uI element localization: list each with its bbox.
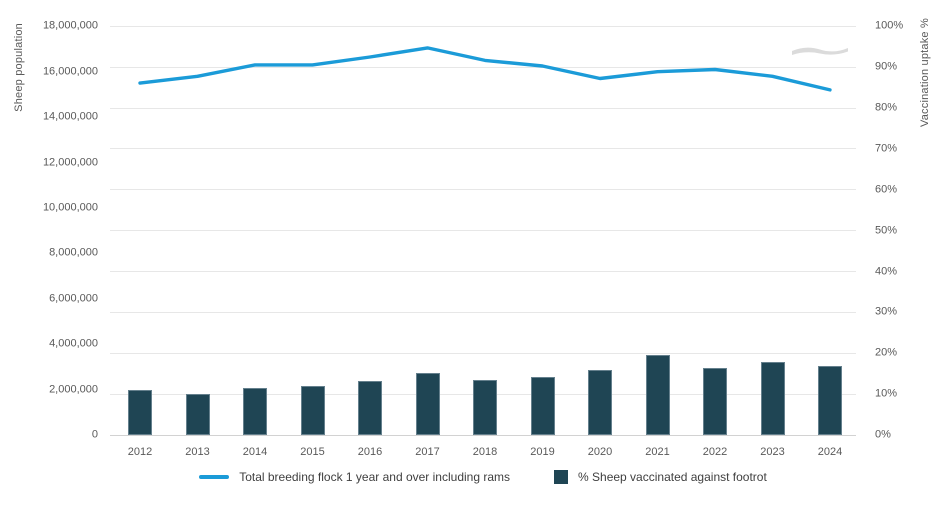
bar-series-swatch-icon — [554, 470, 569, 484]
bar-2021 — [645, 355, 670, 436]
legend: Total breeding flock 1 year and over inc… — [110, 470, 856, 484]
left-axis-tick: 18,000,000 — [42, 19, 98, 32]
right-axis-tick: 70% — [875, 142, 898, 155]
right-axis-tick: 40% — [875, 265, 898, 278]
bar-2013 — [185, 394, 210, 436]
bar-2024 — [818, 365, 842, 436]
bar-2016 — [358, 380, 382, 436]
right-axis-tick: 90% — [875, 60, 898, 73]
x-label-2018: 2018 — [472, 446, 498, 458]
x-label-2022: 2022 — [702, 446, 728, 458]
x-label-2024: 2024 — [817, 446, 843, 458]
right-axis-tick: 100% — [875, 19, 904, 32]
ahdb-logo — [790, 30, 850, 60]
line-series-swatch-icon — [199, 475, 230, 479]
left-axis-tick: 8,000,000 — [49, 246, 98, 259]
legend-label-vaccinated-bar: % Sheep vaccinated against footrot — [578, 470, 767, 484]
gridline-70pct — [110, 148, 856, 150]
ahdb-logo-wave-icon — [792, 47, 848, 55]
right-axis-tick: 50% — [875, 224, 898, 237]
right-axis-title: Vaccination uptake % — [919, 18, 931, 127]
x-label-2023: 2023 — [760, 446, 785, 458]
bar-2015 — [300, 386, 325, 436]
x-label-2016: 2016 — [357, 446, 383, 458]
bar-2023 — [760, 361, 785, 436]
left-axis-tick: 16,000,000 — [42, 65, 98, 78]
gridline-90pct — [110, 66, 856, 68]
gridline-20pct — [110, 352, 856, 354]
left-axis-tick: 0 — [91, 428, 98, 441]
bar-2020 — [588, 370, 612, 436]
bar-2018 — [473, 379, 497, 436]
right-axis-tick: 60% — [875, 183, 898, 196]
x-label-2012: 2012 — [127, 446, 153, 458]
right-axis-tick: 10% — [875, 387, 898, 400]
x-label-2013: 2013 — [185, 446, 210, 458]
gridline-100pct — [110, 25, 856, 27]
bar-2022 — [703, 367, 727, 436]
x-label-2021: 2021 — [645, 446, 670, 458]
flock-line — [138, 46, 832, 92]
bar-2019 — [530, 376, 555, 436]
right-axis-tick: 30% — [875, 305, 898, 318]
left-axis-tick: 4,000,000 — [49, 337, 98, 350]
bar-2012 — [128, 390, 152, 436]
left-axis-tick: 2,000,000 — [49, 383, 98, 396]
left-axis-tick: 6,000,000 — [49, 292, 98, 305]
x-label-2017: 2017 — [415, 446, 440, 458]
gridline-50pct — [110, 230, 856, 232]
left-axis-tick: 10,000,000 — [42, 201, 98, 214]
gridline-60pct — [110, 189, 856, 191]
gridline-40pct — [110, 271, 856, 273]
left-axis-title: Sheep population — [13, 23, 25, 112]
right-axis-tick: 80% — [875, 101, 898, 114]
bar-2014 — [243, 387, 267, 436]
gridline-80pct — [110, 107, 856, 109]
x-label-2014: 2014 — [242, 446, 268, 458]
x-label-2019: 2019 — [530, 446, 555, 458]
left-axis-tick: 12,000,000 — [42, 156, 98, 169]
left-axis-tick: 14,000,000 — [42, 110, 98, 123]
legend-item-vaccinated-bar[interactable]: % Sheep vaccinated against footrot — [554, 470, 767, 484]
legend-label-flock-line: Total breeding flock 1 year and over inc… — [239, 470, 511, 484]
gridline-0pct — [110, 434, 856, 436]
legend-item-flock-line[interactable]: Total breeding flock 1 year and over inc… — [199, 470, 510, 484]
right-axis-tick: 0% — [875, 428, 891, 441]
x-label-2020: 2020 — [587, 446, 613, 458]
x-label-2015: 2015 — [300, 446, 325, 458]
gridline-30pct — [110, 311, 856, 313]
ahdb-logo-icon — [792, 47, 848, 55]
right-axis-tick: 20% — [875, 346, 898, 359]
bar-2017 — [415, 373, 440, 436]
